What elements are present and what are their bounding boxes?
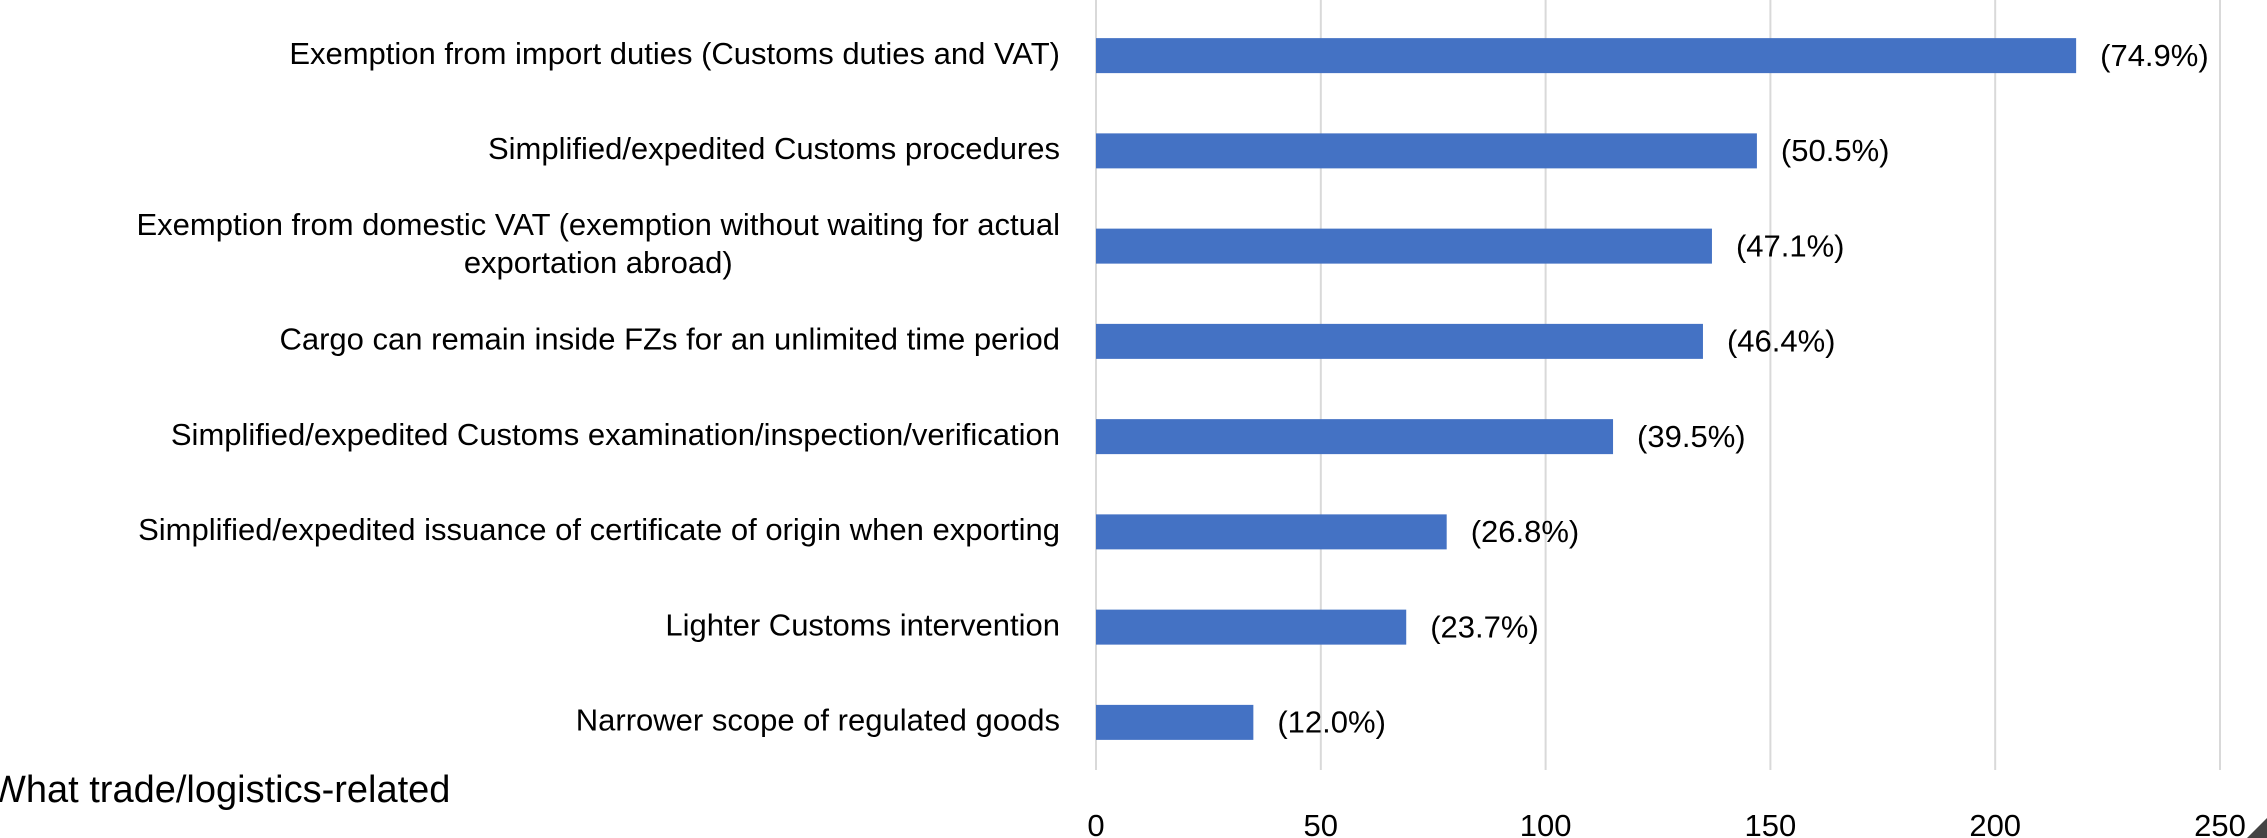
bar: [1096, 704, 1254, 740]
bar: [1096, 419, 1614, 455]
bar: [1096, 38, 2077, 74]
value-label: (12.0%): [1277, 705, 1386, 740]
y-tick-label: Cargo can remain inside FZs for an unlim…: [279, 322, 1060, 357]
value-label: (39.5%): [1637, 419, 1746, 454]
bar: [1096, 514, 1447, 550]
value-label: (47.1%): [1736, 228, 1845, 263]
bar: [1096, 323, 1703, 359]
value-label: (23.7%): [1430, 609, 1539, 644]
annotation: What trade/logistics-related: [0, 769, 450, 811]
y-tick-label: Simplified/expedited Customs procedures: [488, 131, 1060, 166]
y-tick-label: Simplified/expedited Customs examination…: [171, 417, 1060, 452]
value-label: (26.8%): [1471, 514, 1580, 549]
x-tick-label: 0: [1087, 808, 1104, 838]
bar: [1096, 228, 1712, 264]
value-label: (74.9%): [2100, 38, 2209, 73]
y-tick-label: Exemption from import duties (Customs du…: [289, 36, 1060, 71]
y-tick-label: Exemption from domestic VAT (exemption w…: [136, 207, 1060, 280]
value-label: (50.5%): [1781, 133, 1890, 168]
x-tick-label: 200: [1969, 808, 2021, 838]
plot: 0 50 100 150 200 250 Exemption from import dut…: [136, 0, 2246, 838]
y-tick-label: Simplified/expedited issuance of certifi…: [138, 512, 1060, 547]
x-tick-label: 250: [2194, 808, 2246, 838]
value-label: (46.4%): [1727, 324, 1836, 359]
y-tick-label: Lighter Customs intervention: [665, 607, 1060, 642]
x-tick-label: 50: [1304, 808, 1338, 838]
bar: [1096, 133, 1757, 169]
x-tick-label: 150: [1745, 808, 1797, 838]
y-tick-label: Narrower scope of regulated goods: [576, 703, 1060, 738]
bar: [1096, 609, 1407, 645]
resize-handle: [2247, 818, 2267, 838]
x-tick-label: 100: [1520, 808, 1572, 838]
